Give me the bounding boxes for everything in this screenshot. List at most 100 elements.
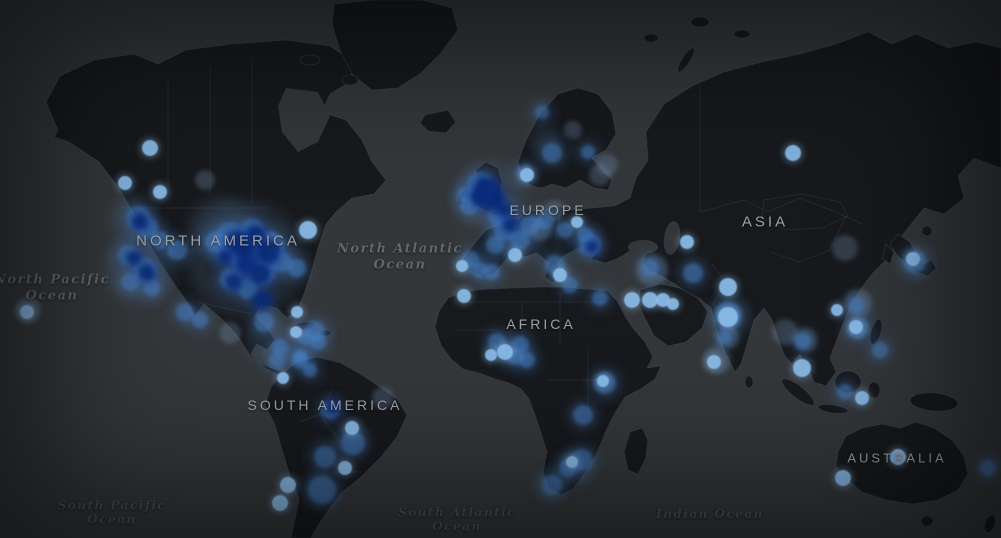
data-dot-mid[interactable]	[718, 331, 732, 345]
data-dot-light[interactable]	[520, 168, 534, 182]
data-dot-mid[interactable]	[980, 460, 996, 476]
data-dot-core[interactable]	[139, 265, 155, 281]
data-dot-mid[interactable]	[536, 211, 554, 229]
data-dot-light[interactable]	[793, 359, 811, 377]
data-dot-light[interactable]	[835, 470, 851, 486]
data-dot-mid[interactable]	[562, 277, 578, 293]
data-dot-core[interactable]	[127, 251, 141, 265]
data-dot-light[interactable]	[597, 375, 609, 387]
data-dot-mid[interactable]	[837, 384, 853, 400]
data-dot-mid[interactable]	[510, 230, 530, 250]
data-dot-mid[interactable]	[557, 222, 573, 238]
data-dot-light[interactable]	[849, 320, 863, 334]
data-dot-light[interactable]	[680, 235, 694, 249]
data-dot-light[interactable]	[277, 372, 289, 384]
data-dot-mid[interactable]	[205, 232, 225, 252]
data-dot-mid[interactable]	[272, 339, 288, 355]
data-dot-light[interactable]	[20, 305, 34, 319]
data-dot-core[interactable]	[226, 274, 242, 290]
data-dot-mid[interactable]	[486, 236, 504, 254]
data-dot-core[interactable]	[477, 179, 491, 193]
data-dot-light[interactable]	[890, 449, 906, 465]
data-dot-light[interactable]	[642, 292, 658, 308]
data-dot-mid[interactable]	[144, 280, 160, 296]
data-dot-mid[interactable]	[238, 279, 258, 299]
data-dot-mid[interactable]	[641, 259, 659, 277]
data-dot-mid[interactable]	[314, 446, 336, 468]
data-dot-slate[interactable]	[596, 154, 618, 176]
data-dot-light[interactable]	[272, 495, 288, 511]
data-dot-core[interactable]	[256, 240, 280, 264]
data-dot-light[interactable]	[624, 292, 640, 308]
data-dot-core[interactable]	[250, 264, 270, 284]
data-dot-light[interactable]	[118, 176, 132, 190]
data-dot-mid[interactable]	[484, 264, 500, 280]
data-dot-mid[interactable]	[151, 231, 169, 249]
data-dot-slate[interactable]	[564, 121, 582, 139]
data-dot-mid[interactable]	[683, 263, 703, 283]
data-dot-slate[interactable]	[195, 170, 215, 190]
data-dot-core[interactable]	[132, 214, 148, 230]
data-dot-mid[interactable]	[511, 336, 529, 354]
data-dot-mid[interactable]	[795, 333, 811, 349]
data-dot-light[interactable]	[457, 289, 471, 303]
data-dot-mid[interactable]	[535, 105, 549, 119]
data-dot-mid[interactable]	[254, 312, 274, 332]
data-dot-mid[interactable]	[176, 303, 194, 321]
data-dot-mid[interactable]	[573, 405, 593, 425]
data-dot-light[interactable]	[656, 293, 670, 307]
data-dot-light[interactable]	[707, 355, 721, 369]
data-dot-light[interactable]	[291, 306, 303, 318]
data-dot-core[interactable]	[218, 250, 232, 264]
data-dot-light[interactable]	[299, 221, 317, 239]
data-dot-light[interactable]	[497, 344, 513, 360]
data-dot-mid[interactable]	[341, 431, 365, 455]
data-dot-light[interactable]	[142, 140, 158, 156]
data-dot-mid[interactable]	[592, 290, 608, 306]
data-dot-light[interactable]	[667, 298, 679, 310]
data-dot-light[interactable]	[571, 216, 583, 228]
data-dot-core[interactable]	[498, 203, 512, 217]
data-dot-slate[interactable]	[832, 235, 858, 261]
data-dot-light[interactable]	[718, 307, 738, 327]
data-dot-light[interactable]	[785, 145, 801, 161]
data-dot-light[interactable]	[906, 252, 920, 266]
data-dot-light[interactable]	[553, 268, 567, 282]
data-dot-light[interactable]	[456, 260, 468, 272]
data-dot-light[interactable]	[153, 185, 167, 199]
data-dot-mid[interactable]	[288, 259, 306, 277]
data-dot-light[interactable]	[566, 456, 578, 468]
data-dot-slate[interactable]	[589, 164, 611, 186]
data-dot-mid[interactable]	[298, 331, 312, 345]
data-dot-slate[interactable]	[372, 387, 394, 409]
data-dot-light[interactable]	[338, 461, 352, 475]
data-dot-light[interactable]	[831, 304, 843, 316]
data-dot-mid[interactable]	[457, 187, 473, 203]
data-dot-mid[interactable]	[542, 475, 562, 495]
data-dot-light[interactable]	[719, 278, 737, 296]
data-dot-mid[interactable]	[292, 352, 308, 368]
data-dot-light[interactable]	[280, 477, 296, 493]
data-dot-mid[interactable]	[872, 342, 888, 358]
data-dot-light[interactable]	[855, 391, 869, 405]
data-dot-mid[interactable]	[310, 334, 326, 350]
data-dot-mid[interactable]	[581, 145, 595, 159]
data-dot-light[interactable]	[345, 421, 359, 435]
data-dot-mid[interactable]	[520, 215, 540, 235]
data-dot-mid[interactable]	[542, 143, 562, 163]
data-dot-core[interactable]	[586, 241, 598, 253]
data-dot-light[interactable]	[290, 326, 302, 338]
data-dot-mid[interactable]	[269, 353, 285, 369]
data-dot-mid[interactable]	[121, 273, 139, 291]
data-dot-core[interactable]	[471, 189, 487, 205]
data-dot-core[interactable]	[235, 241, 253, 259]
data-dot-light[interactable]	[508, 248, 522, 262]
data-dot-mid[interactable]	[192, 312, 208, 328]
data-dot-mid[interactable]	[848, 297, 864, 313]
data-dot-core[interactable]	[253, 291, 271, 309]
data-dot-slate[interactable]	[772, 319, 798, 345]
data-dot-core[interactable]	[327, 401, 339, 413]
data-dot-core[interactable]	[503, 218, 517, 232]
data-dot-mid[interactable]	[519, 352, 535, 368]
